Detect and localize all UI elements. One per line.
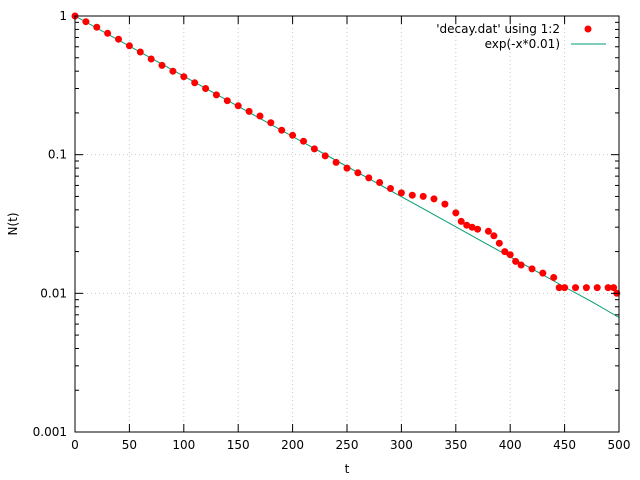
data-point: [463, 221, 471, 229]
data-point: [387, 185, 394, 192]
y-tick-label: 0.001: [33, 425, 67, 439]
data-point: [430, 195, 438, 203]
data-point: [191, 79, 199, 87]
data-point: [452, 209, 460, 217]
x-tick-label: 350: [444, 438, 467, 452]
data-point: [93, 23, 101, 31]
data-point: [125, 42, 133, 50]
x-axis-label: t: [345, 462, 350, 476]
grid: [75, 16, 619, 432]
data-point: [115, 35, 122, 43]
data-point: [223, 97, 231, 105]
data-point: [610, 284, 618, 292]
data-point: [289, 131, 297, 139]
data-point: [354, 169, 362, 177]
legend-label-data: 'decay.dat' using 1:2: [436, 22, 560, 36]
data-point: [278, 126, 286, 134]
data-point: [310, 145, 318, 153]
data-point: [300, 137, 307, 145]
y-tick-label: 1: [59, 9, 67, 23]
data-point: [234, 102, 242, 110]
data-point: [202, 85, 210, 92]
data-point: [506, 251, 514, 259]
data-point: [484, 227, 492, 235]
data-point: [256, 112, 264, 120]
data-point: [104, 29, 112, 37]
x-tick-labels: 0 50 100 150 200 250 300 350 400 450 500: [71, 438, 630, 452]
y-tick-label: 0.1: [48, 148, 67, 162]
data-point: [490, 232, 498, 240]
data-point: [245, 107, 253, 115]
data-point: [321, 152, 329, 160]
data-point: [180, 73, 188, 81]
data-point: [517, 261, 525, 269]
data-point: [147, 55, 155, 63]
x-tick-label: 50: [122, 438, 137, 452]
data-point: [82, 18, 90, 26]
data-point: [267, 119, 275, 127]
data-point: [441, 200, 449, 208]
decay-data-series: [71, 12, 621, 297]
data-point: [212, 91, 220, 99]
data-point: [397, 189, 405, 197]
data-point: [512, 257, 520, 265]
data-point: [408, 191, 416, 199]
y-tick-labels: 1 0.1 0.01 0.001: [33, 9, 67, 439]
data-point: [582, 284, 590, 292]
data-point: [550, 274, 558, 281]
data-point: [376, 179, 384, 186]
data-point: [468, 223, 476, 231]
data-point: [365, 174, 373, 182]
legend: 'decay.dat' using 1:2 exp(-x*0.01): [436, 22, 606, 51]
axis-ticks: [74, 15, 620, 433]
x-tick-label: 400: [499, 438, 522, 452]
data-point: [593, 284, 601, 292]
x-tick-label: 0: [71, 438, 79, 452]
x-tick-label: 450: [553, 438, 576, 452]
y-tick-label: 0.01: [40, 286, 67, 300]
x-tick-label: 100: [172, 438, 195, 452]
data-point: [561, 284, 569, 292]
data-point: [158, 61, 166, 69]
data-point: [495, 239, 503, 247]
y-axis-label: N(t): [6, 212, 20, 235]
x-tick-label: 500: [608, 438, 631, 452]
data-point: [332, 158, 340, 166]
data-point: [474, 225, 482, 233]
x-tick-label: 150: [227, 438, 250, 452]
data-point: [501, 248, 509, 256]
x-tick-label: 300: [390, 438, 413, 452]
data-point: [555, 284, 563, 292]
data-point: [169, 67, 177, 75]
legend-swatch-data: [584, 25, 592, 33]
legend-label-fit: exp(-x*0.01): [485, 37, 560, 51]
data-point: [419, 192, 427, 200]
data-point: [572, 284, 579, 292]
x-tick-label: 250: [336, 438, 359, 452]
data-point: [528, 265, 536, 273]
data-point: [136, 48, 144, 56]
x-tick-label: 200: [281, 438, 304, 452]
data-point: [604, 284, 612, 292]
data-point: [539, 269, 547, 277]
data-point: [343, 164, 351, 172]
data-point: [457, 217, 465, 225]
